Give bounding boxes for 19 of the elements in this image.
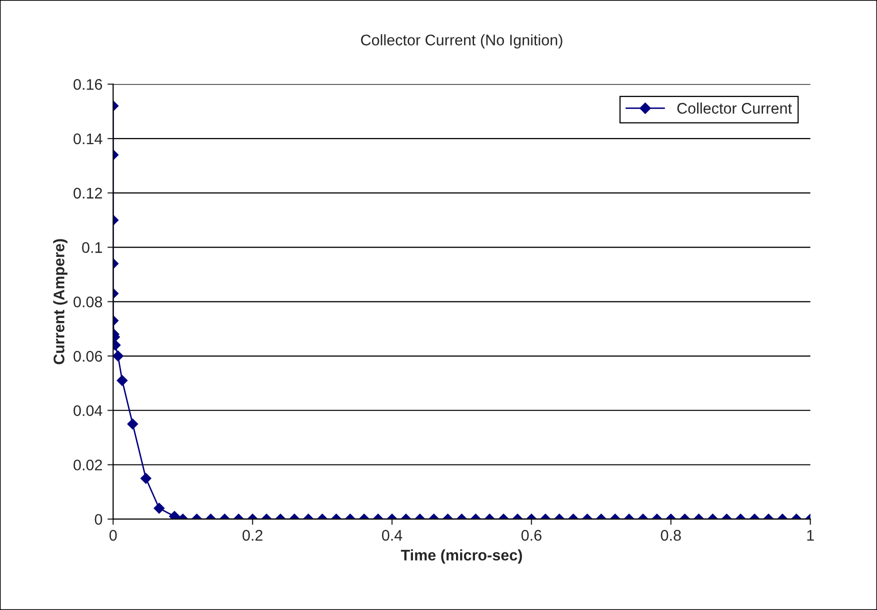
y-tick-label: 0: [94, 514, 102, 525]
x-tick-label: 0.8: [660, 530, 681, 541]
x-tick-label: 0.4: [382, 530, 402, 541]
y-tick-label: 0.02: [74, 460, 102, 470]
y-tick-label: 0.08: [74, 296, 102, 308]
y-tick-label: 0.16: [74, 79, 102, 90]
x-tick-label: 0.2: [242, 530, 262, 541]
y-tick-label: 0.14: [74, 133, 102, 144]
y-tick-label: 0.1: [82, 242, 102, 253]
y-tick-label: 0.12: [74, 188, 102, 199]
chart-title: Collector Current (No Ignition): [361, 34, 562, 48]
x-tick-label: 0.6: [521, 530, 542, 541]
x-axis-title: Time (micro-sec): [400, 549, 522, 564]
y-tick-label: 0.04: [74, 405, 102, 416]
y-axis-title: Current (Ampere): [53, 239, 68, 364]
y-tick-label: 0.06: [74, 350, 102, 362]
x-tick-label: 1: [807, 530, 814, 541]
x-tick-label: 0: [109, 530, 117, 541]
legend-label: Collector Current: [677, 102, 792, 114]
